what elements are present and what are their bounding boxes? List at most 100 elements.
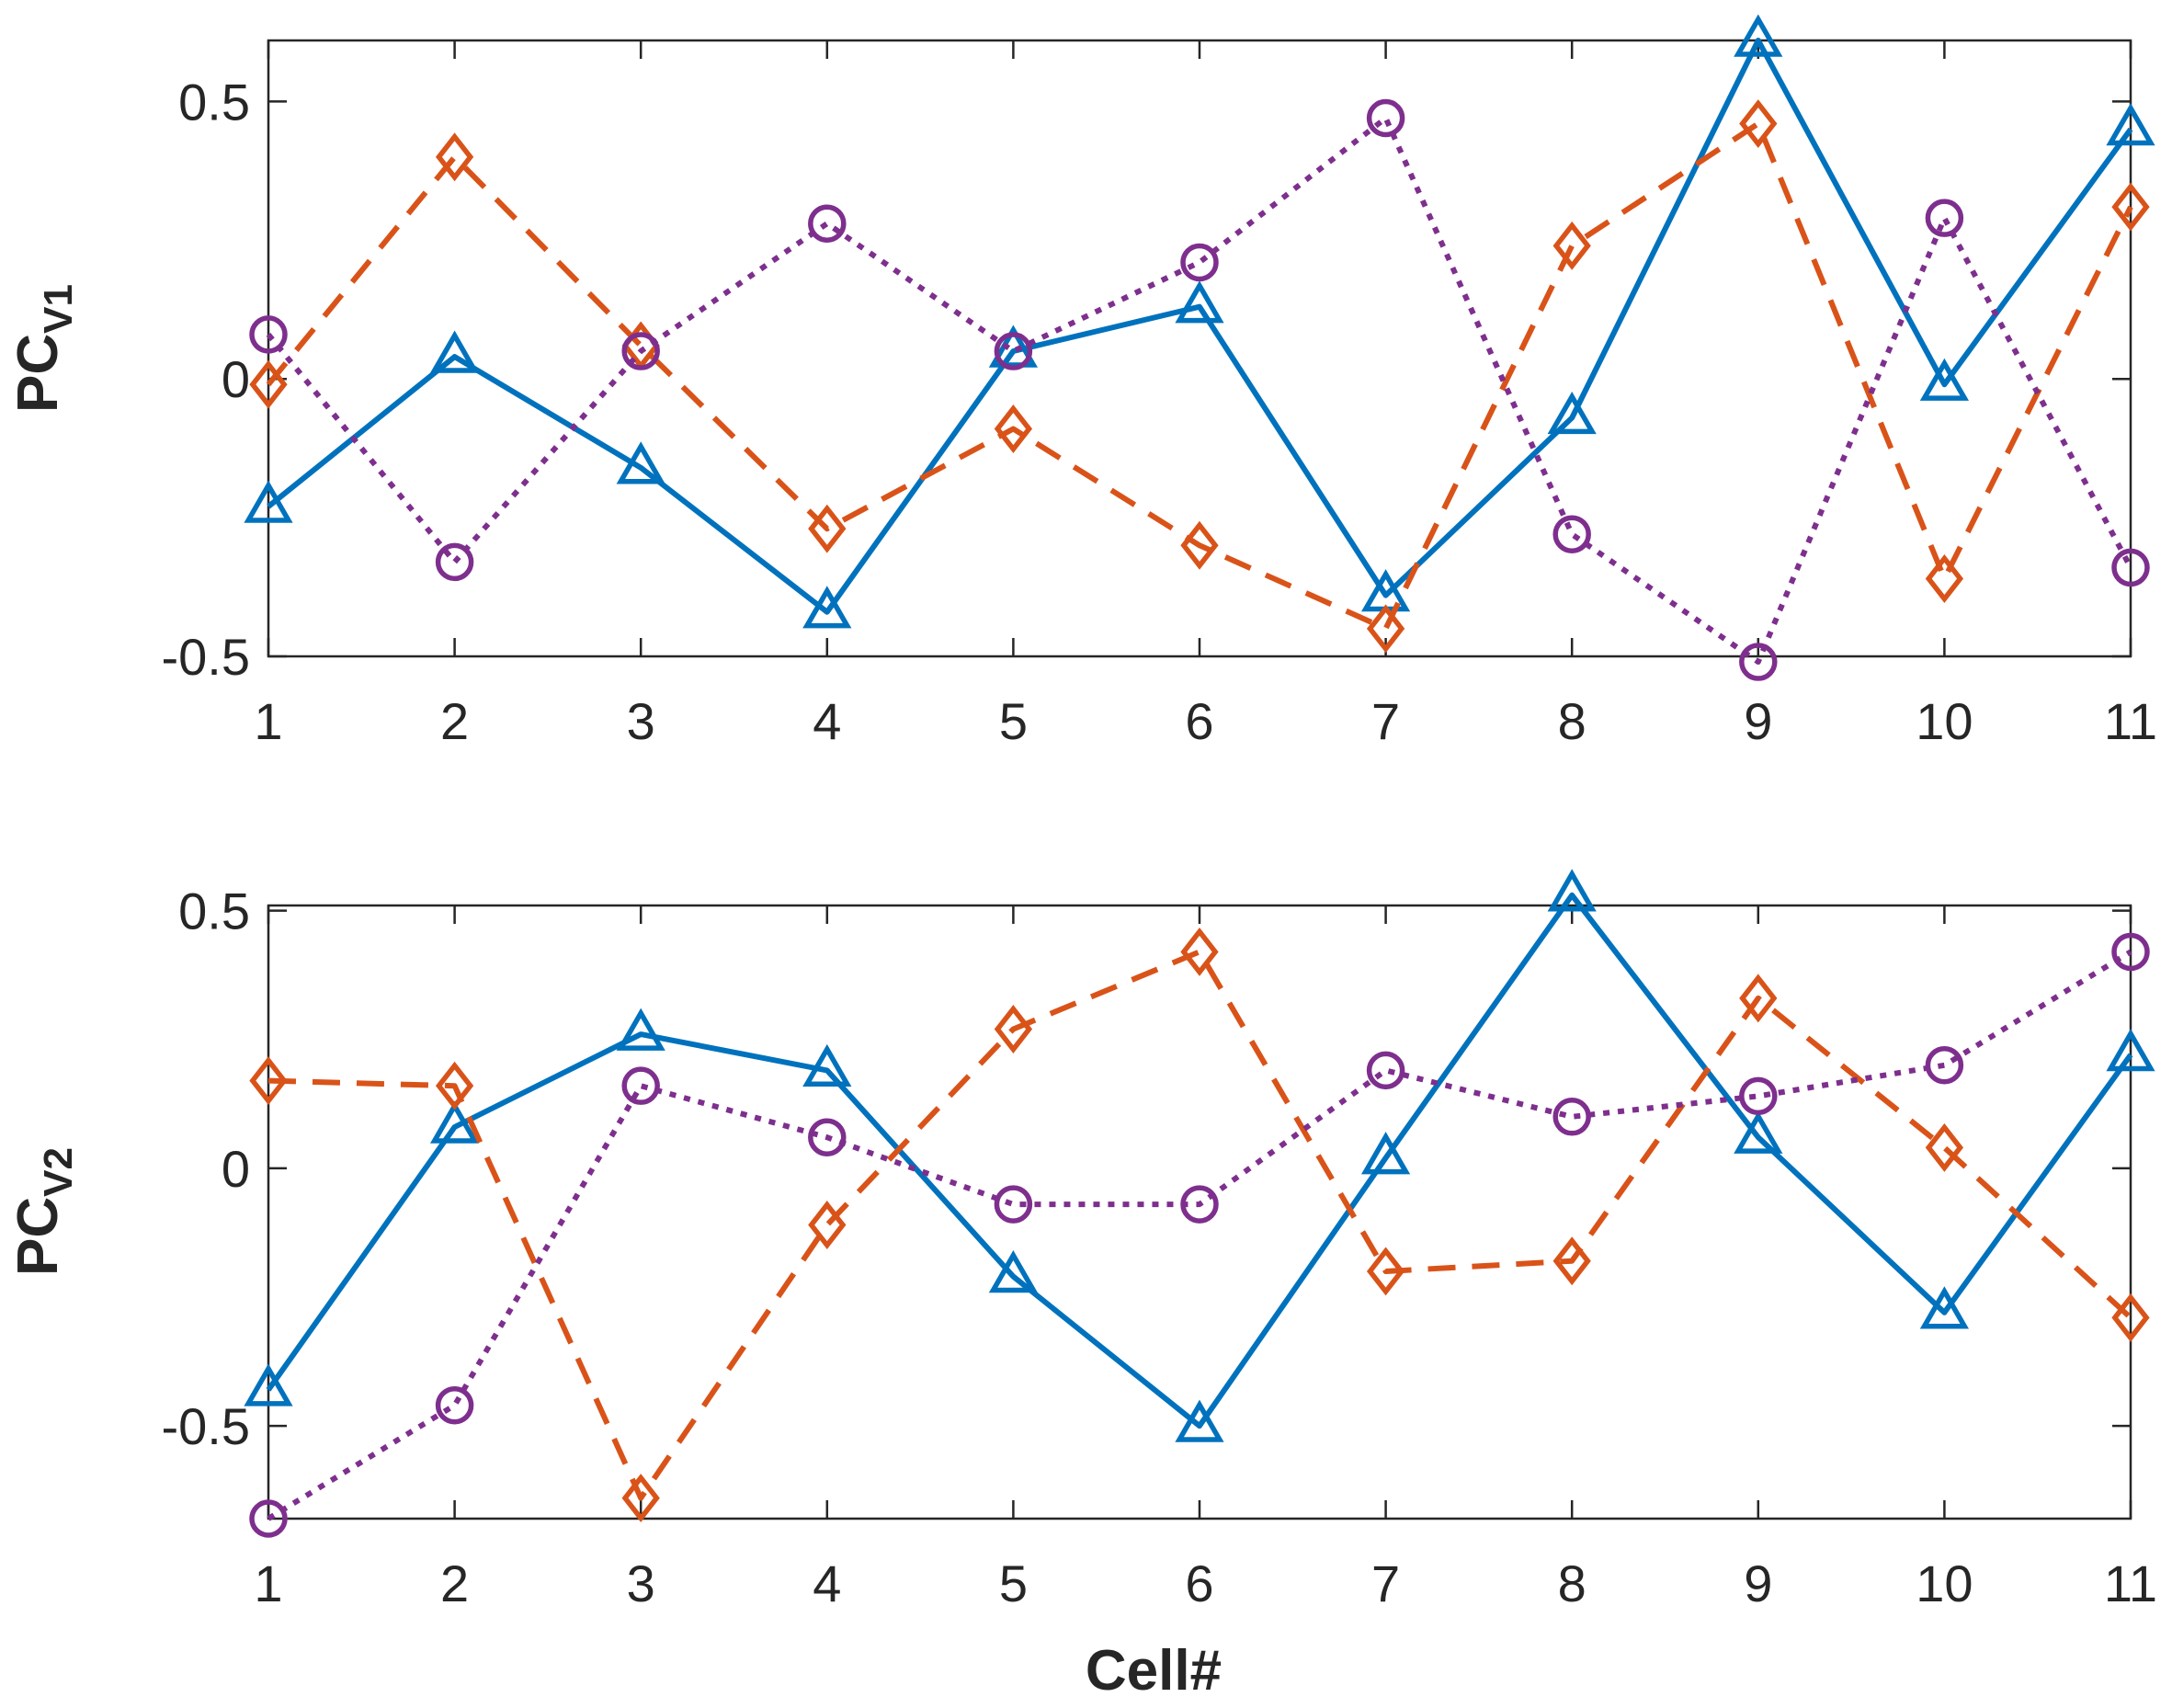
x-tick-label: 6 (1185, 1554, 1213, 1612)
data-point-triangle (1175, 280, 1224, 324)
data-point-circle (1552, 1098, 1591, 1136)
data-point-triangle (1175, 1399, 1224, 1442)
series-line-triangle-solid (266, 892, 2133, 1429)
data-point-triangle (2106, 103, 2155, 146)
y-axis-title-main: PC (6, 1197, 70, 1276)
x-tick-label: 3 (627, 692, 655, 750)
x-tick-label: 7 (1371, 692, 1400, 750)
data-point-circle (2111, 548, 2150, 587)
x-tick-label: 10 (1916, 1554, 1973, 1612)
data-point-triangle (244, 1363, 293, 1406)
data-point-diamond (1925, 1122, 1964, 1172)
data-point-circle (1366, 1051, 1405, 1090)
data-point-diamond (1739, 99, 1778, 149)
x-tick-label: 1 (254, 1554, 282, 1612)
data-point-diamond (249, 1056, 288, 1106)
data-point-circle (1180, 1185, 1219, 1224)
data-point-circle (808, 204, 847, 243)
x-tick-label: 4 (813, 1554, 841, 1612)
series-line-diamond-dashed (266, 120, 2133, 632)
data-point-circle (249, 1499, 288, 1538)
bottom-chart-panel: 1 2 3 4 5 6 7 8 9 10 11 0.5 0 -0.5 PCV2 (6, 869, 2157, 1612)
data-point-triangle (1547, 391, 1597, 435)
data-point-triangle (244, 480, 293, 523)
x-tick-label: 7 (1371, 1554, 1400, 1612)
data-point-diamond (1552, 221, 1591, 270)
data-point-diamond (2111, 1292, 2150, 1342)
data-point-triangle (802, 586, 852, 629)
data-point-diamond (1180, 927, 1219, 976)
data-point-diamond (1552, 1236, 1591, 1286)
y-axis-title-main: PC (6, 334, 70, 413)
data-point-circle (435, 542, 474, 582)
y-axis-title: PCV1 (6, 284, 81, 413)
data-point-triangle (2106, 1029, 2155, 1072)
data-point-circle (249, 315, 288, 354)
data-point-diamond (2111, 182, 2150, 232)
data-point-triangle (616, 441, 665, 484)
series-line-triangle-solid (267, 38, 2133, 615)
data-point-diamond (1366, 604, 1405, 654)
x-tick-label: 5 (999, 692, 1028, 750)
data-point-circle (1552, 515, 1591, 553)
data-point-circle (621, 1066, 660, 1105)
series-line-circle-dotted (266, 115, 2133, 665)
data-point-diamond (994, 1005, 1033, 1053)
data-point-diamond (808, 504, 847, 553)
x-tick-label: 1 (254, 692, 282, 750)
data-point-circle (1180, 243, 1219, 282)
data-point-circle (435, 1385, 474, 1425)
y-axis-title: PCV2 (6, 1147, 81, 1276)
data-point-diamond (1180, 520, 1219, 570)
data-point-triangle (988, 1250, 1039, 1293)
x-tick-label: 11 (2104, 1554, 2157, 1612)
series-line-diamond-dashed (267, 949, 2133, 1501)
x-tick-label: 9 (1744, 692, 1772, 750)
data-point-circle (2111, 932, 2150, 972)
data-point-triangle (1734, 1110, 1783, 1154)
x-tick-label: 11 (2104, 692, 2157, 750)
data-point-circle (1739, 643, 1778, 681)
x-tick-label: 8 (1558, 692, 1586, 750)
y-tick-label: 0.5 (178, 73, 250, 131)
y-axis-title-subscript: V2 (36, 1147, 81, 1197)
x-tick-label: 3 (627, 1554, 655, 1612)
x-tick-label: 10 (1916, 692, 1973, 750)
x-tick-label: 2 (440, 692, 469, 750)
data-point-diamond (621, 1474, 660, 1523)
data-point-triangle (1919, 1286, 1970, 1329)
y-axis-title-subscript: V1 (36, 284, 81, 334)
x-axis-title: Cell# (1086, 1639, 1222, 1702)
data-point-triangle (429, 1100, 480, 1144)
data-point-circle (1925, 1046, 1964, 1085)
x-tick-label: 8 (1558, 1554, 1586, 1612)
data-point-circle (994, 332, 1033, 370)
y-tick-label: 0 (222, 1140, 250, 1198)
data-point-triangle (616, 1008, 665, 1051)
series-line-circle-dotted (267, 949, 2132, 1521)
data-point-diamond (1739, 974, 1778, 1023)
x-tick-label: 9 (1744, 1554, 1772, 1612)
data-point-diamond (808, 1201, 847, 1249)
y-tick-label: 0.5 (178, 882, 250, 940)
x-tick-label: 4 (813, 692, 841, 750)
x-tick-label: 6 (1185, 692, 1213, 750)
x-tick-label: 2 (440, 1554, 469, 1612)
data-point-triangle (802, 1043, 852, 1087)
data-point-diamond (435, 132, 474, 182)
data-point-triangle (1919, 358, 1970, 401)
data-point-triangle (429, 330, 480, 373)
data-point-triangle (1547, 869, 1597, 912)
data-point-diamond (249, 359, 288, 409)
data-point-triangle (1734, 14, 1783, 57)
x-tick-label: 5 (999, 1554, 1028, 1612)
top-chart-panel: 1 2 3 4 5 6 7 8 9 10 11 0.5 0 -0.5 PCV1 (6, 14, 2157, 750)
data-point-diamond (994, 404, 1033, 453)
data-point-diamond (435, 1061, 474, 1110)
data-point-circle (1366, 98, 1405, 138)
data-point-circle (808, 1118, 847, 1156)
data-point-circle (621, 332, 660, 370)
data-point-circle (994, 1185, 1033, 1224)
data-point-triangle (1360, 1132, 1411, 1175)
